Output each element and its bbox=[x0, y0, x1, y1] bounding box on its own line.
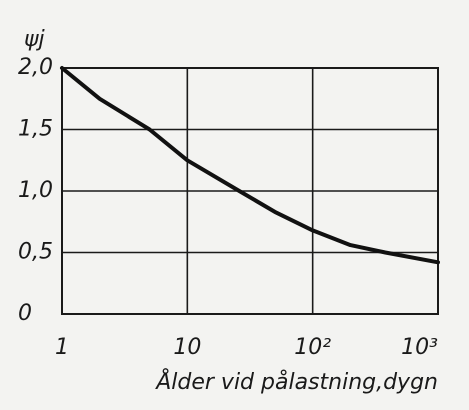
curve bbox=[60, 66, 440, 265]
y-tick-label: 0,5 bbox=[18, 240, 53, 265]
y-tick-label: 1,5 bbox=[18, 117, 53, 142]
x-tick-label: 10³ bbox=[401, 335, 438, 360]
y-axis-label: ψj bbox=[24, 27, 46, 52]
x-tick-label: 1 bbox=[55, 335, 69, 360]
x-tick-label: 10² bbox=[294, 335, 331, 360]
y-tick-label: 2,0 bbox=[18, 55, 53, 80]
y-tick-label: 0 bbox=[18, 301, 32, 326]
x-tick-label: 10 bbox=[173, 335, 201, 360]
x-axis-label: Ålder vid pålastning,dygn bbox=[154, 368, 438, 395]
y-tick-label: 1,0 bbox=[18, 178, 53, 203]
